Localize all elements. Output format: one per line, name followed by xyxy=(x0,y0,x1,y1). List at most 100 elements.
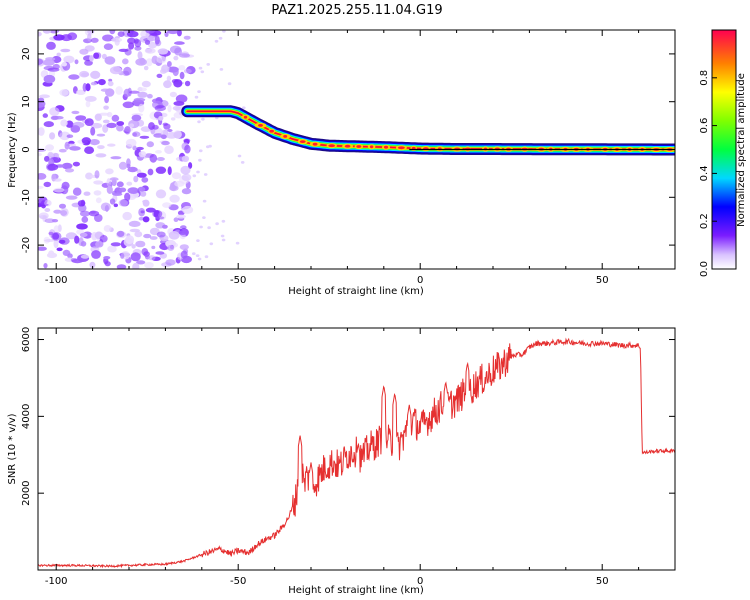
noise-blob xyxy=(101,53,107,60)
noise-blob xyxy=(109,177,119,181)
colorbar-gradient xyxy=(711,29,737,270)
ridge-layer-0 xyxy=(181,105,675,156)
noise-blob xyxy=(174,41,185,45)
noise-blob xyxy=(141,80,151,88)
noise-blob xyxy=(60,48,71,53)
noise-blob xyxy=(94,170,100,179)
snr-y-label: SNR (10 * v/v) xyxy=(7,413,18,484)
noise-dot xyxy=(202,216,206,220)
noise-blob xyxy=(71,110,80,115)
spectrogram-ytick-label: -20 xyxy=(21,237,32,253)
noise-blob xyxy=(56,247,63,252)
noise-dot xyxy=(197,257,202,261)
noise-blob xyxy=(149,153,158,163)
noise-blob xyxy=(156,231,166,238)
noise-blob xyxy=(66,134,74,138)
ridge-bead-core xyxy=(383,145,389,149)
noise-dot xyxy=(199,149,203,153)
noise-blob xyxy=(90,81,97,86)
noise-blob xyxy=(45,144,54,151)
noise-blob xyxy=(71,258,84,264)
noise-blob xyxy=(95,241,104,248)
noise-blob xyxy=(93,190,102,196)
noise-blob xyxy=(157,48,169,55)
noise-blob xyxy=(118,48,129,53)
colorbar-tick-label: 0.8 xyxy=(699,70,710,86)
noise-blob xyxy=(173,217,179,222)
noise-dot xyxy=(209,242,214,246)
noise-blob xyxy=(138,216,144,221)
noise-blob xyxy=(175,94,188,103)
noise-blob xyxy=(146,141,154,148)
noise-blob xyxy=(95,153,107,158)
ridge-bead-core xyxy=(243,115,248,119)
noise-blob xyxy=(165,132,178,139)
noise-blob xyxy=(173,111,184,119)
noise-blob xyxy=(104,56,116,65)
noise-blob xyxy=(143,233,152,239)
noise-blob xyxy=(59,131,71,141)
noise-blob xyxy=(60,210,68,216)
noise-blob xyxy=(91,250,101,259)
noise-blob xyxy=(61,61,67,67)
noise-blob xyxy=(72,187,82,196)
noise-blob xyxy=(126,158,131,167)
noise-blob xyxy=(53,178,62,182)
noise-blob xyxy=(62,249,71,256)
colorbar: 0.0 0.2 0.4 0.6 0.8 Normalized spectral ampl… xyxy=(699,29,747,277)
colorbar-tick-label: 0.6 xyxy=(699,118,710,134)
noise-blob xyxy=(94,214,103,222)
noise-blob xyxy=(76,223,88,230)
noise-blob xyxy=(164,145,174,154)
noise-blob xyxy=(174,47,183,56)
noise-blob xyxy=(82,82,88,92)
spectrogram-ytick-label: 20 xyxy=(21,48,32,61)
noise-blob xyxy=(133,175,139,183)
noise-blob xyxy=(42,59,55,66)
noise-blob xyxy=(111,114,120,122)
noise-blob xyxy=(123,88,131,98)
noise-dot xyxy=(220,234,225,238)
noise-blob xyxy=(174,180,185,187)
noise-blob xyxy=(145,207,156,213)
snr-xtick-label: 50 xyxy=(596,576,609,587)
noise-blob xyxy=(51,115,64,120)
noise-blob xyxy=(64,141,70,150)
noise-blob xyxy=(180,165,191,175)
noise-blob xyxy=(131,190,138,194)
noise-blob xyxy=(45,57,56,61)
spectrogram-ytick-label: 0 xyxy=(21,146,32,152)
noise-blob xyxy=(49,107,60,117)
noise-blob xyxy=(142,199,150,207)
noise-blob xyxy=(154,35,160,45)
noise-blob xyxy=(72,121,85,128)
noise-blob xyxy=(138,207,146,217)
noise-blob xyxy=(84,118,94,126)
noise-blob xyxy=(183,138,191,143)
noise-blob xyxy=(115,86,123,95)
noise-blob xyxy=(167,61,172,67)
noise-blob xyxy=(173,101,185,106)
noise-blob xyxy=(106,185,113,194)
noise-blob xyxy=(165,259,176,266)
noise-blob xyxy=(155,251,165,255)
noise-blob xyxy=(49,132,56,140)
noise-blob xyxy=(60,119,68,127)
noise-blob xyxy=(122,58,129,65)
noise-blob xyxy=(133,97,146,102)
noise-blob xyxy=(63,55,75,64)
noise-blob xyxy=(161,140,170,146)
noise-dot xyxy=(215,222,219,226)
noise-blob xyxy=(110,242,122,247)
noise-blob xyxy=(155,166,167,174)
noise-blob xyxy=(109,30,116,35)
noise-blob xyxy=(100,202,111,212)
noise-blob xyxy=(102,119,110,124)
noise-dot xyxy=(194,95,199,99)
noise-blob xyxy=(151,55,159,64)
noise-blob xyxy=(116,181,124,188)
figure-title: PAZ1.2025.255.11.04.G19 xyxy=(271,3,442,18)
noise-blob xyxy=(38,58,44,65)
noise-blob xyxy=(102,34,114,42)
noise-dot xyxy=(221,238,226,242)
